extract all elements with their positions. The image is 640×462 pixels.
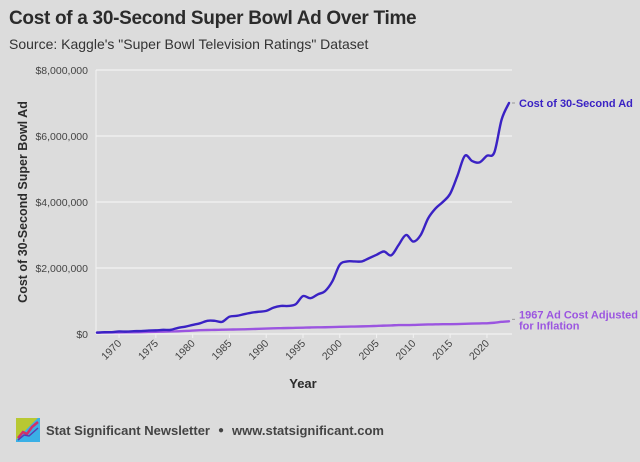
series-label-inflation: 1967 Ad Cost Adjusted (519, 309, 638, 321)
stat-significant-logo-icon (16, 418, 40, 442)
cost-series-line (95, 101, 511, 334)
y-tick-label: $6,000,000 (35, 131, 88, 143)
series-label-inflation: for Inflation (519, 320, 580, 332)
x-tick-label: 1975 (136, 338, 161, 363)
footer-brand: Stat Significant Newsletter (46, 422, 210, 438)
x-tick-label: 2015 (430, 338, 455, 363)
x-tick-label: 2005 (357, 338, 382, 363)
y-axis-label: Cost of 30-Second Super Bowl Ad (16, 101, 30, 303)
y-tick-label: $4,000,000 (35, 197, 88, 209)
x-tick-label: 1995 (283, 338, 308, 363)
y-tick-label: $0 (76, 329, 88, 341)
footer-separator-icon: ● (217, 424, 225, 436)
y-tick-label: $8,000,000 (35, 65, 88, 77)
x-tick-label: 1985 (210, 338, 235, 363)
x-axis-label: Year (289, 376, 316, 391)
x-tick-label: 1990 (246, 338, 271, 363)
footer: Stat Significant Newsletter ● www.statsi… (16, 418, 384, 442)
inflation-series-line (95, 320, 511, 334)
x-tick-label: 2000 (320, 338, 345, 363)
chart-subtitle: Source: Kaggle's "Super Bowl Television … (9, 36, 369, 52)
x-tick-label: 2020 (467, 338, 492, 363)
x-tick-label: 1970 (99, 338, 124, 363)
x-tick-label: 1980 (173, 338, 198, 363)
chart-title: Cost of a 30-Second Super Bowl Ad Over T… (9, 8, 417, 29)
x-tick-label: 2010 (393, 338, 418, 363)
y-tick-label: $2,000,000 (35, 263, 88, 275)
series-label-cost: Cost of 30-Second Ad (519, 98, 633, 110)
footer-url[interactable]: www.statsignificant.com (232, 422, 384, 438)
